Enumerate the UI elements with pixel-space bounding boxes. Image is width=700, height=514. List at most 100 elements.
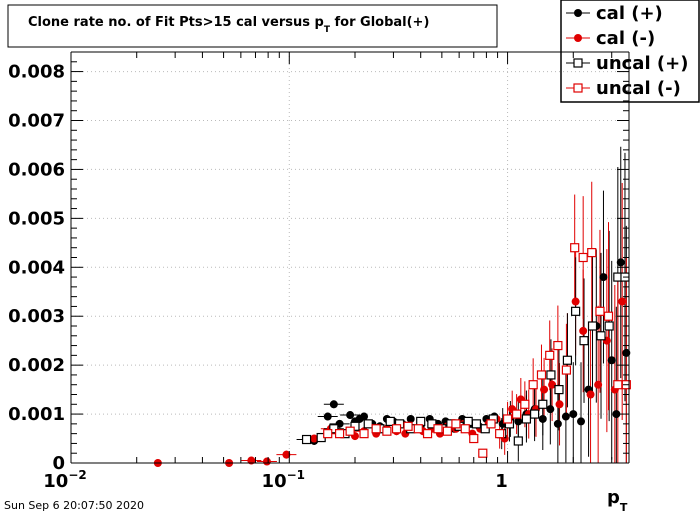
data-point (540, 385, 549, 394)
y-tick-label: 0.004 (8, 257, 65, 278)
data-point (595, 306, 605, 316)
data-point (520, 399, 530, 409)
data-point (385, 416, 395, 427)
y-tick-label: 0.008 (8, 62, 65, 83)
data-point (554, 385, 564, 395)
data-point (594, 380, 603, 389)
data-point (363, 419, 373, 429)
data-point (562, 355, 573, 365)
data-point (262, 457, 271, 466)
y-tick-label: 0.001 (8, 404, 65, 425)
data-point (323, 412, 332, 421)
x-tick-label: 1 (495, 471, 508, 492)
data-point (570, 243, 580, 253)
data-point (422, 429, 433, 439)
x-axis-label: pT (607, 487, 628, 514)
data-point (442, 426, 452, 436)
data-point (586, 390, 595, 399)
data-point (451, 419, 461, 429)
title-box: Clone rate no. of Fit Pts>15 cal versus … (7, 4, 498, 48)
data-point (301, 434, 312, 445)
data-point (346, 411, 355, 420)
data-point (579, 336, 589, 346)
data-point (495, 429, 505, 439)
legend-label: uncal (+) (596, 53, 688, 74)
data-point (478, 448, 488, 458)
legend-label: uncal (-) (596, 78, 681, 99)
y-tick-label: 0.006 (8, 159, 65, 180)
data-point (536, 370, 547, 380)
data-point (282, 450, 291, 459)
data-point (538, 399, 548, 409)
data-point (607, 356, 616, 365)
legend-label: cal (+) (596, 3, 663, 24)
data-point (460, 424, 470, 434)
data-point (555, 400, 564, 409)
data-point (579, 326, 588, 335)
y-tick-label: 0.007 (8, 111, 65, 132)
data-point (587, 248, 597, 258)
data-point (427, 419, 437, 429)
data-point (528, 380, 538, 390)
data-point (546, 405, 555, 414)
data-point (360, 412, 369, 421)
x-tick-label: 10−2 (43, 468, 86, 492)
data-point (613, 380, 623, 390)
data-point (587, 321, 598, 331)
data-point (329, 400, 338, 409)
data-point (548, 380, 557, 389)
data-point (502, 414, 513, 424)
data-point (538, 414, 547, 423)
data-point (513, 436, 523, 446)
chart-title: Clone rate no. of Fit Pts>15 cal versus … (28, 15, 429, 35)
data-point (618, 297, 627, 306)
data-point (480, 424, 490, 434)
data-point (433, 424, 443, 434)
data-point (530, 409, 540, 419)
data-point (573, 58, 583, 68)
data-point (577, 417, 586, 426)
data-point (603, 311, 614, 321)
data-point (553, 340, 563, 351)
data-point (345, 426, 355, 436)
data-point (521, 414, 532, 424)
data-point (569, 410, 578, 419)
y-tick-label: 0 (52, 453, 65, 474)
data-point (486, 419, 496, 429)
data-point (545, 350, 555, 360)
data-point (573, 83, 583, 93)
data-point (469, 433, 479, 444)
data-point (334, 429, 345, 439)
data-point (561, 365, 571, 375)
data-point (612, 410, 621, 419)
x-tick-label: 10−1 (262, 468, 305, 492)
data-point (546, 370, 556, 380)
data-point (571, 306, 581, 316)
data-point (574, 9, 582, 17)
x-axis-ticks: 10−2 10−1 1 (43, 52, 613, 492)
data-point (514, 417, 523, 426)
data-points (153, 243, 631, 467)
data-point (382, 426, 392, 436)
data-point (578, 252, 588, 263)
data-point (403, 421, 413, 431)
data-point (599, 273, 608, 282)
data-point (350, 421, 360, 431)
data-point (553, 419, 562, 428)
y-tick-label: 0.005 (8, 208, 65, 229)
timestamp: Sun Sep 6 20:07:50 2020 (4, 499, 144, 512)
y-tick-label: 0.003 (8, 306, 65, 327)
data-point (604, 321, 614, 331)
data-point (571, 297, 580, 306)
data-point (329, 424, 339, 434)
data-point (616, 258, 625, 267)
data-point (561, 412, 570, 421)
legend: cal (+) cal (-) uncal (+) uncal (-) (560, 0, 700, 103)
data-point (406, 414, 415, 423)
data-point (310, 434, 319, 443)
data-point (471, 419, 482, 429)
data-point (512, 409, 522, 419)
data-point (371, 424, 381, 434)
data-point (413, 424, 423, 434)
